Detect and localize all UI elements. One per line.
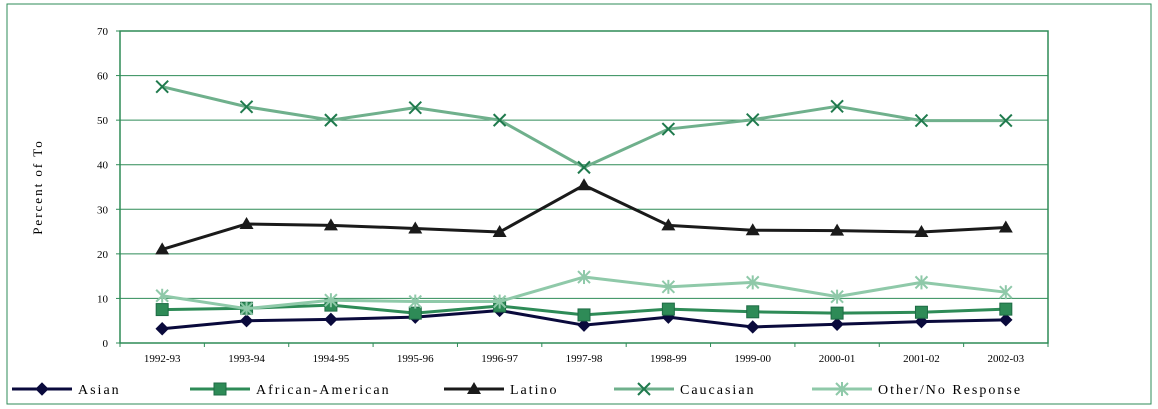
data-point bbox=[999, 302, 1013, 316]
legend-item: African-American bbox=[190, 382, 391, 398]
y-tick-label: 10 bbox=[97, 293, 109, 305]
data-point bbox=[577, 178, 591, 191]
legend-item: Caucasian bbox=[614, 382, 756, 398]
data-point bbox=[155, 303, 169, 317]
data-point bbox=[408, 100, 422, 115]
data-point bbox=[239, 301, 254, 316]
data-point bbox=[155, 288, 169, 303]
plot-area-border bbox=[119, 30, 1049, 344]
legend-label: Caucasian bbox=[680, 383, 756, 398]
data-point bbox=[745, 223, 760, 236]
y-tick-label: 40 bbox=[97, 160, 109, 172]
data-point bbox=[408, 306, 422, 320]
y-tick-label: 50 bbox=[97, 115, 109, 127]
gridlines bbox=[120, 75, 1048, 299]
x-tick-label: 1994-95 bbox=[313, 353, 350, 365]
data-point bbox=[830, 289, 844, 304]
x-tick-label: 2002-03 bbox=[987, 353, 1024, 365]
data-point bbox=[999, 313, 1013, 327]
data-point bbox=[661, 122, 676, 136]
data-point bbox=[746, 112, 760, 127]
data-series bbox=[155, 80, 1013, 336]
data-point bbox=[914, 113, 929, 128]
legend-marker bbox=[213, 382, 227, 396]
data-point bbox=[323, 218, 338, 231]
data-point bbox=[577, 160, 591, 175]
data-point bbox=[746, 320, 760, 334]
x-tick-label: 2000-01 bbox=[819, 353, 856, 365]
legend-item: Asian bbox=[12, 382, 121, 398]
data-point bbox=[239, 314, 254, 328]
data-point bbox=[492, 113, 507, 127]
chart-frame bbox=[6, 3, 1152, 405]
data-point bbox=[324, 293, 338, 308]
data-point bbox=[239, 100, 254, 114]
x-tick-label: 1995-96 bbox=[397, 353, 434, 365]
y-axis-ticks: 0 10 20 30 40 50 60 70 bbox=[97, 26, 120, 350]
data-point bbox=[155, 80, 169, 94]
legend-label: Latino bbox=[510, 383, 559, 398]
y-axis-label: Percent of To bbox=[30, 139, 45, 235]
data-point bbox=[998, 220, 1013, 233]
legend-label: Other/No Response bbox=[878, 383, 1022, 398]
legend-marker bbox=[835, 382, 849, 396]
data-point bbox=[661, 279, 676, 294]
x-tick-label: 1999-00 bbox=[734, 353, 771, 365]
data-point bbox=[239, 216, 254, 229]
legend: Asian African-American Latino Caucasian Othe… bbox=[12, 382, 1022, 398]
x-axis-ticks: 1992-93 1993-94 1994-95 1995-96 1996-97 1997-… bbox=[119, 343, 1049, 365]
data-point bbox=[492, 225, 507, 238]
data-point bbox=[577, 318, 591, 332]
data-point bbox=[914, 275, 929, 290]
legend-label: Asian bbox=[78, 383, 121, 398]
data-point bbox=[746, 275, 760, 290]
data-point bbox=[577, 308, 591, 322]
data-point bbox=[914, 225, 929, 238]
x-tick-label: 1993-94 bbox=[228, 353, 265, 365]
y-tick-label: 30 bbox=[97, 204, 109, 216]
data-point bbox=[830, 223, 845, 236]
y-tick-label: 60 bbox=[97, 71, 109, 83]
series-caucasian bbox=[155, 80, 1013, 175]
data-point bbox=[408, 294, 422, 309]
data-point bbox=[746, 305, 760, 319]
series-latino bbox=[155, 178, 1013, 255]
data-point bbox=[324, 312, 338, 327]
data-point bbox=[914, 305, 928, 319]
series-other-no-response bbox=[155, 270, 1013, 316]
data-point bbox=[324, 113, 338, 127]
data-point bbox=[830, 317, 844, 331]
x-tick-label: 1992-93 bbox=[144, 353, 181, 365]
data-point bbox=[155, 322, 169, 336]
legend-item: Latino bbox=[444, 382, 559, 398]
legend-marker bbox=[637, 382, 651, 396]
data-point bbox=[999, 285, 1013, 300]
x-tick-label: 1997-98 bbox=[566, 353, 603, 365]
data-point bbox=[408, 221, 423, 234]
x-tick-label: 1996-97 bbox=[481, 353, 518, 365]
legend-marker bbox=[467, 382, 481, 394]
legend-marker bbox=[35, 382, 49, 396]
data-point bbox=[999, 113, 1013, 128]
data-point bbox=[661, 218, 676, 231]
data-point bbox=[155, 242, 170, 255]
x-tick-label: 1998-99 bbox=[650, 353, 687, 365]
legend-label: African-American bbox=[256, 383, 391, 398]
x-tick-label: 2001-02 bbox=[903, 353, 940, 365]
data-point bbox=[830, 99, 844, 114]
data-point bbox=[830, 306, 844, 320]
y-tick-label: 20 bbox=[97, 249, 109, 261]
legend-item: Other/No Response bbox=[812, 382, 1022, 398]
data-point bbox=[661, 302, 675, 316]
data-point bbox=[492, 294, 507, 309]
y-tick-label: 0 bbox=[103, 338, 109, 350]
data-point bbox=[577, 270, 591, 285]
y-tick-label: 70 bbox=[97, 26, 109, 38]
